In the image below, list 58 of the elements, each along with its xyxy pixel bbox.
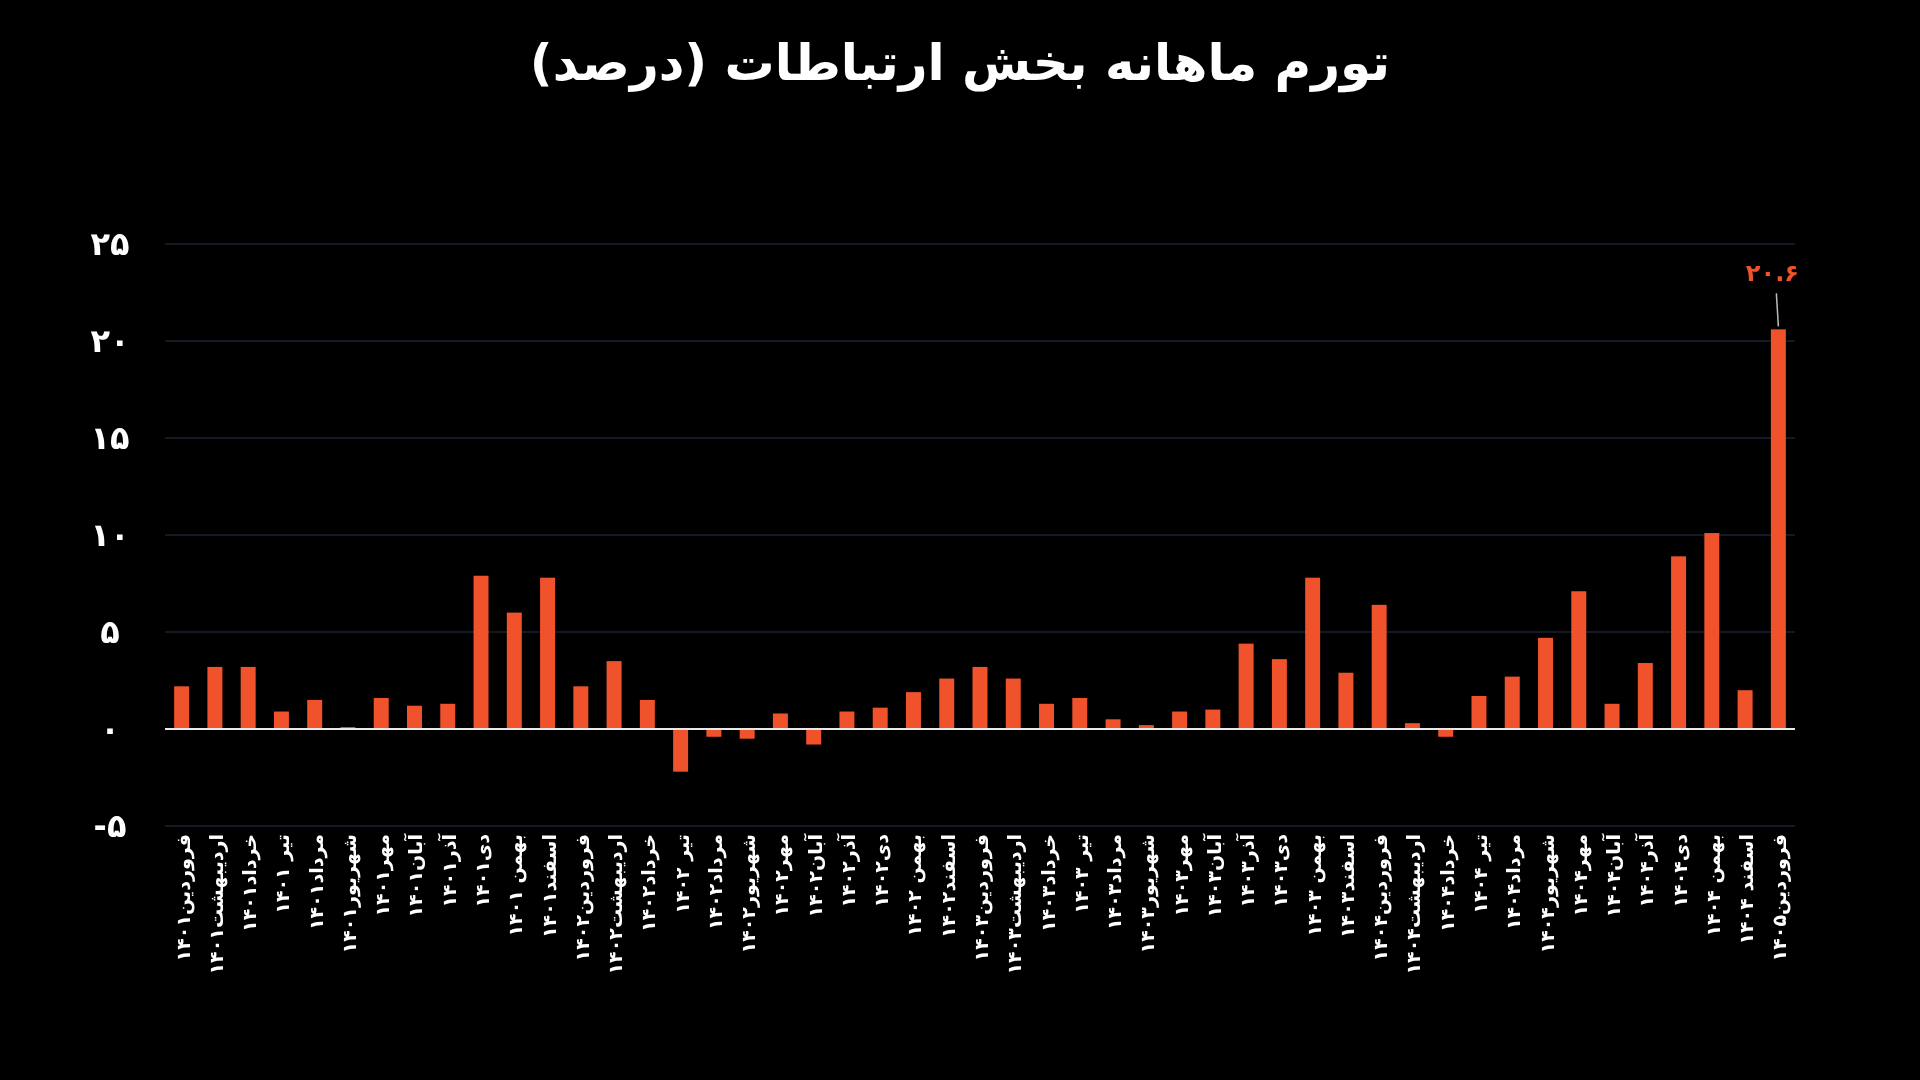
y-tick-label: -۵ bbox=[93, 807, 127, 845]
x-tick-label: خرداد۱۴۰۲ bbox=[637, 834, 661, 932]
data-label: ۲۰.۶ bbox=[1745, 259, 1799, 288]
x-tick-label: تیر ۱۴۰۴ bbox=[1468, 834, 1492, 914]
x-tick-label: مهر۱۴۰۱ bbox=[371, 834, 395, 917]
x-tick-label: بهمن ۱۴۰۴ bbox=[1701, 834, 1725, 937]
x-tick-label: دی۱۴۰۱ bbox=[471, 833, 494, 908]
x-tick-label: آذر۱۴۰۲ bbox=[835, 833, 860, 908]
x-tick-label: دی۱۴۰۲ bbox=[870, 833, 893, 908]
y-tick-label: ۱۵ bbox=[90, 419, 130, 457]
y-tick-label: ۲۵ bbox=[90, 225, 130, 263]
x-tick-label: خرداد۱۴۰۴ bbox=[1435, 834, 1459, 932]
x-tick-label: اسفند۱۴۰۳ bbox=[1335, 834, 1358, 938]
x-tick-label: شهریور۱۴۰۳ bbox=[1136, 834, 1160, 954]
x-tick-label: دی۱۴۰۴ bbox=[1668, 833, 1691, 908]
x-tick-label: آذر۱۴۰۴ bbox=[1634, 833, 1659, 908]
x-tick-label: بهمن ۱۴۰۲ bbox=[903, 834, 927, 937]
x-tick-label: شهریور۱۴۰۴ bbox=[1535, 834, 1559, 954]
title: تورم ماهانه بخش ارتباطات (درصد) bbox=[529, 34, 1391, 92]
x-tick-label: مرداد۱۴۰۱ bbox=[304, 834, 328, 930]
y-tick-label: ۰ bbox=[100, 710, 120, 748]
x-tick-label: آبان۱۴۰۳ bbox=[1201, 833, 1225, 918]
x-tick-label: مهر۱۴۰۴ bbox=[1568, 834, 1592, 917]
x-tick-label: اسفند۱۴۰۱ bbox=[537, 834, 560, 938]
x-tick-label: تیر ۱۴۰۱ bbox=[271, 834, 295, 914]
x-tick-label: مهر۱۴۰۳ bbox=[1169, 834, 1193, 917]
y-tick-label: ۱۰ bbox=[90, 516, 130, 554]
x-tick-label: بهمن ۱۴۰۳ bbox=[1302, 834, 1326, 937]
x-tick-label: اردیبهشت۱۴۰۳ bbox=[1003, 834, 1027, 975]
x-tick-label: اسفند۱۴۰۲ bbox=[936, 834, 959, 938]
x-tick-label: خرداد۱۴۰۱ bbox=[238, 834, 262, 932]
y-tick-label: ۵ bbox=[100, 613, 120, 651]
x-tick-label: اردیبهشت۱۴۰۴ bbox=[1402, 834, 1426, 975]
x-tick-label: آذر۱۴۰۱ bbox=[436, 833, 461, 908]
x-tick-label: فروردین۱۴۰۱ bbox=[171, 834, 195, 962]
x-tick-label: بهمن ۱۴۰۱ bbox=[504, 834, 528, 937]
x-tick-label: آبان۱۴۰۱ bbox=[403, 833, 427, 918]
x-tick-label: تیر ۱۴۰۳ bbox=[1069, 834, 1093, 914]
x-tick-label: خرداد۱۴۰۳ bbox=[1036, 834, 1060, 932]
x-tick-label: آبان۱۴۰۲ bbox=[802, 833, 826, 918]
x-tick-label: فروردین۱۴۰۲ bbox=[570, 834, 594, 962]
x-tick-label: مرداد۱۴۰۴ bbox=[1502, 834, 1526, 930]
x-tick-label: فروردین۱۴۰۵ bbox=[1768, 834, 1792, 962]
x-tick-label: تیر ۱۴۰۲ bbox=[670, 834, 694, 914]
x-tick-label: اسفند ۱۴۰۴ bbox=[1735, 834, 1758, 945]
x-tick-label: مهر۱۴۰۲ bbox=[770, 834, 794, 917]
x-tick-label: فروردین۱۴۰۴ bbox=[1369, 834, 1393, 962]
x-tick-label: مرداد۱۴۰۲ bbox=[703, 834, 727, 930]
x-tick-label: اردیبهشت۱۴۰۲ bbox=[604, 834, 628, 975]
x-tick-label: دی۱۴۰۳ bbox=[1269, 833, 1292, 908]
x-tick-label: مرداد۱۴۰۳ bbox=[1103, 834, 1127, 930]
x-tick-label: آبان۱۴۰۴ bbox=[1601, 833, 1625, 918]
x-tick-label: شهریور۱۴۰۲ bbox=[737, 834, 761, 954]
x-tick-label: شهریور۱۴۰۱ bbox=[337, 834, 361, 954]
x-tick-label: فروردین۱۴۰۳ bbox=[970, 834, 993, 962]
x-tick-label: اردیبهشت۱۴۰۱ bbox=[204, 834, 228, 975]
x-tick-label: آذر۱۴۰۳ bbox=[1235, 833, 1260, 908]
y-tick-label: ۲۰ bbox=[90, 322, 130, 360]
